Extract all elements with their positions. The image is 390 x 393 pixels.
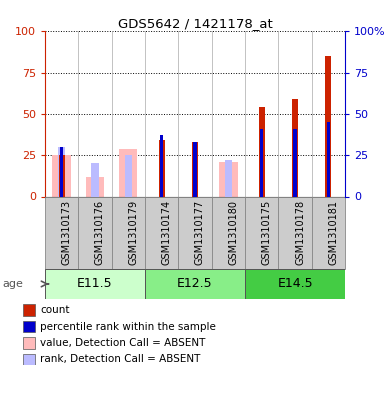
Bar bbox=[219, 162, 238, 196]
Bar bbox=[245, 269, 345, 299]
Text: E14.5: E14.5 bbox=[277, 277, 313, 290]
Bar bbox=[124, 155, 132, 196]
Text: GSM1310178: GSM1310178 bbox=[295, 200, 305, 265]
Text: rank, Detection Call = ABSENT: rank, Detection Call = ABSENT bbox=[40, 354, 200, 364]
Bar bbox=[52, 155, 71, 196]
Text: GSM1310179: GSM1310179 bbox=[128, 200, 138, 265]
Bar bbox=[119, 149, 137, 196]
Bar bbox=[45, 269, 145, 299]
Bar bbox=[23, 321, 35, 332]
Bar bbox=[212, 196, 245, 269]
Bar bbox=[160, 136, 163, 196]
Bar bbox=[260, 129, 263, 196]
Bar bbox=[145, 269, 245, 299]
Bar bbox=[192, 142, 198, 196]
Bar bbox=[58, 147, 65, 196]
Bar bbox=[112, 196, 145, 269]
Text: GSM1310173: GSM1310173 bbox=[62, 200, 71, 265]
Text: GSM1310176: GSM1310176 bbox=[95, 200, 105, 265]
Bar bbox=[159, 140, 165, 196]
Bar bbox=[91, 163, 99, 196]
Text: age: age bbox=[2, 279, 23, 289]
Text: GSM1310175: GSM1310175 bbox=[262, 200, 272, 266]
Text: GSM1310174: GSM1310174 bbox=[161, 200, 172, 265]
Bar bbox=[23, 337, 35, 349]
Bar bbox=[259, 107, 265, 196]
Bar bbox=[225, 160, 232, 196]
Bar bbox=[193, 142, 197, 196]
Bar bbox=[178, 196, 212, 269]
Text: GSM1310181: GSM1310181 bbox=[328, 200, 339, 265]
Bar bbox=[78, 196, 112, 269]
Bar bbox=[23, 305, 35, 316]
Bar bbox=[327, 122, 330, 196]
Text: count: count bbox=[40, 305, 69, 315]
Bar bbox=[145, 196, 178, 269]
Bar bbox=[293, 129, 297, 196]
Bar bbox=[86, 177, 104, 196]
Text: E11.5: E11.5 bbox=[77, 277, 113, 290]
Text: GSM1310180: GSM1310180 bbox=[229, 200, 238, 265]
Bar bbox=[245, 196, 278, 269]
Bar bbox=[23, 354, 35, 365]
Text: value, Detection Call = ABSENT: value, Detection Call = ABSENT bbox=[40, 338, 205, 348]
Bar bbox=[292, 99, 298, 196]
Text: GSM1310177: GSM1310177 bbox=[195, 200, 205, 266]
Bar bbox=[278, 196, 312, 269]
Bar bbox=[326, 56, 332, 196]
Text: E12.5: E12.5 bbox=[177, 277, 213, 290]
Text: percentile rank within the sample: percentile rank within the sample bbox=[40, 321, 216, 332]
Bar bbox=[312, 196, 345, 269]
Bar bbox=[58, 155, 64, 196]
Bar bbox=[60, 147, 63, 196]
Bar bbox=[45, 196, 78, 269]
Title: GDS5642 / 1421178_at: GDS5642 / 1421178_at bbox=[118, 17, 272, 30]
